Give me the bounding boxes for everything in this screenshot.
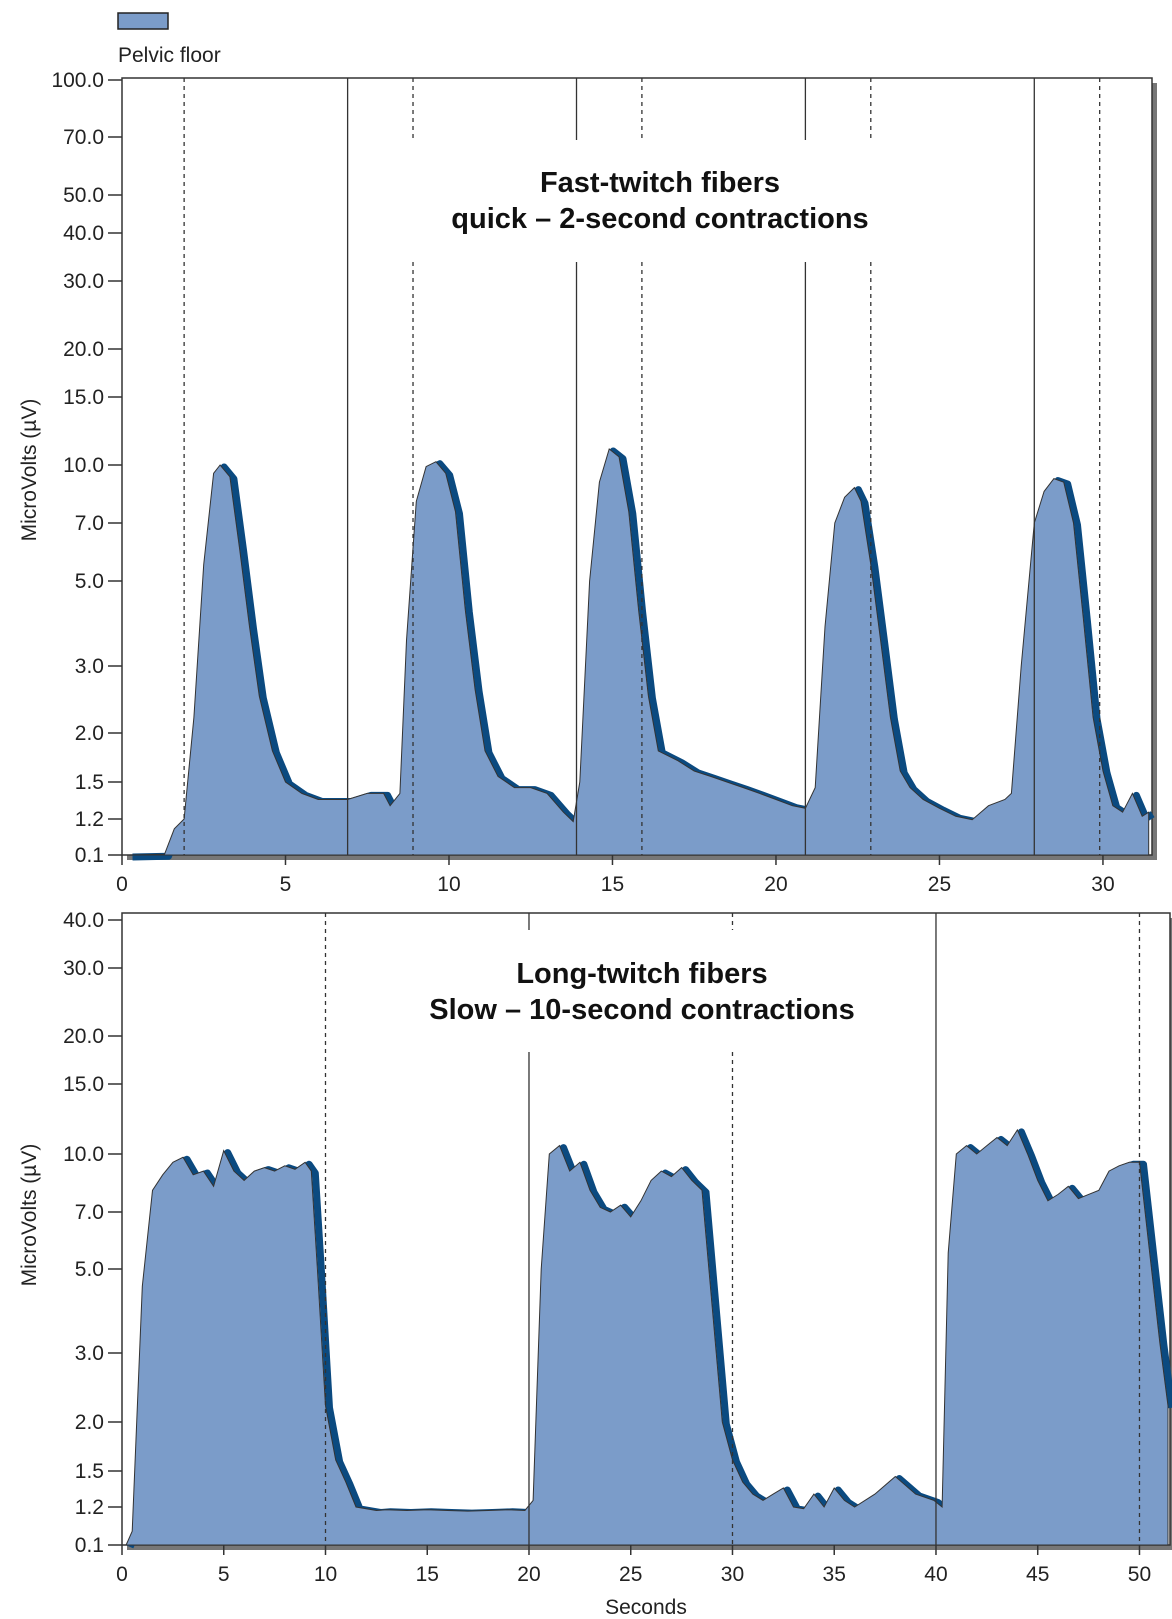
x-tick-label: 30 <box>721 1563 744 1586</box>
y-tick-label: 100.0 <box>51 69 104 92</box>
x-tick-label: 15 <box>601 873 624 896</box>
y-tick-label: 5.0 <box>75 570 104 593</box>
phase-markers <box>324 913 1141 1545</box>
x-tick-label: 5 <box>280 873 292 896</box>
y-tick-label: 1.2 <box>75 808 104 831</box>
annotation-line-2: quick – 2-second contractions <box>451 203 868 235</box>
x-tick-label: 20 <box>517 1563 540 1586</box>
annotation-line-1: Fast-twitch fibers <box>540 167 780 199</box>
emg-area-pelvic-floor <box>125 1128 1169 1546</box>
phase-markers <box>183 78 1101 855</box>
x-tick-label: 25 <box>619 1563 642 1586</box>
y-axis-title: MicroVolts (µV) <box>18 1144 41 1287</box>
annotation-line-2: Slow – 10-second contractions <box>429 994 854 1026</box>
x-axis: 0 5 10 15 20 25 30 35 40 45 50 <box>116 1545 1151 1586</box>
y-tick-label: 1.5 <box>75 771 104 794</box>
x-tick-label: 30 <box>1091 873 1114 896</box>
y-tick-label: 3.0 <box>75 1342 104 1365</box>
x-tick-label: 35 <box>823 1563 846 1586</box>
x-tick-label: 45 <box>1026 1563 1049 1586</box>
x-tick-label: 5 <box>218 1563 230 1586</box>
y-tick-label: 2.0 <box>75 1411 104 1434</box>
y-tick-label: 10.0 <box>63 1143 104 1166</box>
annotation-line-1: Long-twitch fibers <box>516 958 767 990</box>
y-tick-label: 7.0 <box>75 1201 104 1224</box>
y-tick-label: 7.0 <box>75 512 104 535</box>
x-tick-label: 40 <box>924 1563 947 1586</box>
legend: Pelvic floor <box>117 12 221 67</box>
y-tick-label: 50.0 <box>63 184 104 207</box>
y-tick-label: 70.0 <box>63 126 104 149</box>
x-tick-label: 15 <box>416 1563 439 1586</box>
legend-swatch <box>117 12 169 30</box>
y-tick-label: 30.0 <box>63 270 104 293</box>
y-tick-label: 10.0 <box>63 454 104 477</box>
x-tick-label: 0 <box>116 873 128 896</box>
y-tick-label: 0.1 <box>75 844 104 867</box>
y-tick-label: 40.0 <box>63 222 104 245</box>
y-tick-label: 0.1 <box>75 1534 104 1557</box>
long-twitch-chart: 0.1 1.2 1.5 2.0 3.0 5.0 7.0 10.0 15.0 20.0 30.0 40.… <box>18 909 1172 1619</box>
x-tick-label: 20 <box>764 873 787 896</box>
y-tick-label: 30.0 <box>63 957 104 980</box>
y-tick-label: 20.0 <box>63 1025 104 1048</box>
y-tick-label: 20.0 <box>63 338 104 361</box>
x-tick-label: 25 <box>928 873 951 896</box>
x-tick-label: 10 <box>314 1563 337 1586</box>
y-tick-label: 5.0 <box>75 1258 104 1281</box>
y-axis: 0.1 1.2 1.5 2.0 3.0 5.0 7.0 10.0 15.0 20.0 30.0 40.… <box>51 69 122 867</box>
y-tick-label: 1.5 <box>75 1460 104 1483</box>
y-axis: 0.1 1.2 1.5 2.0 3.0 5.0 7.0 10.0 15.0 20.0 30.0 40.… <box>63 909 122 1557</box>
x-axis: 0 5 10 15 20 25 30 <box>116 855 1115 896</box>
x-tick-label: 10 <box>437 873 460 896</box>
y-tick-label: 3.0 <box>75 655 104 678</box>
fast-twitch-chart: 0.1 1.2 1.5 2.0 3.0 5.0 7.0 10.0 15.0 20.0 30.0 40.… <box>18 69 1157 896</box>
y-tick-label: 2.0 <box>75 722 104 745</box>
x-tick-label: 0 <box>116 1563 128 1586</box>
y-axis-title: MicroVolts (µV) <box>18 399 41 542</box>
legend-label: Pelvic floor <box>118 44 221 67</box>
y-tick-label: 15.0 <box>63 386 104 409</box>
emg-area-pelvic-floor <box>128 448 1150 856</box>
y-tick-label: 40.0 <box>63 909 104 932</box>
x-tick-label: 50 <box>1128 1563 1151 1586</box>
y-tick-label: 1.2 <box>75 1496 104 1519</box>
y-tick-label: 15.0 <box>63 1073 104 1096</box>
x-axis-title: Seconds <box>605 1596 687 1619</box>
